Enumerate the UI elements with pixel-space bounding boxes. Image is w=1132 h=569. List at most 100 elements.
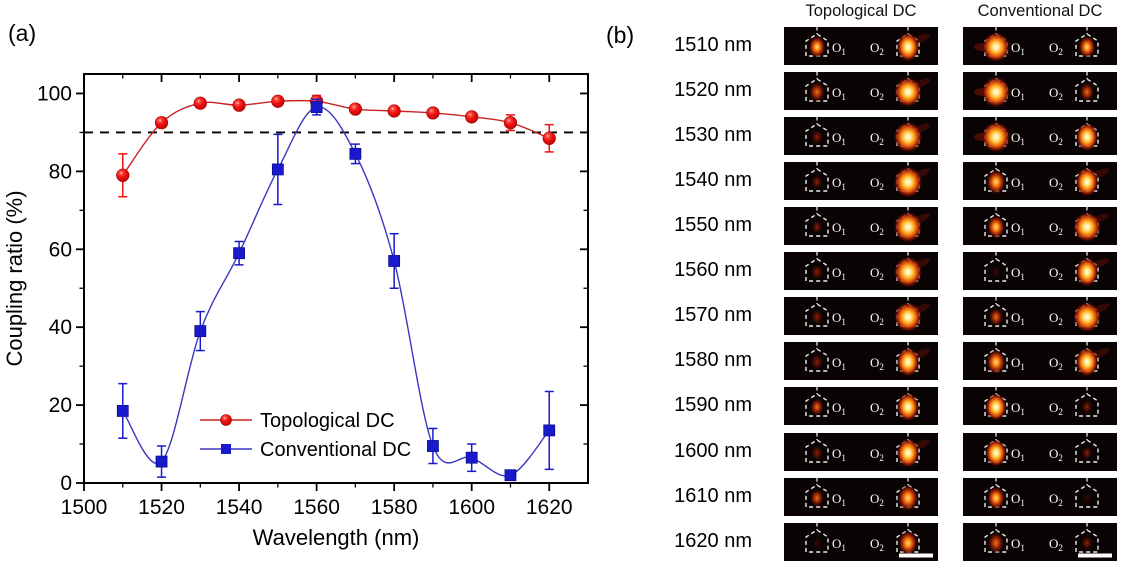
port-label-O1: O1: [1011, 355, 1025, 372]
image-background: [963, 477, 1117, 516]
port-label-O1: O1: [1011, 536, 1025, 553]
wavelength-label-1620nm: 1620 nm: [674, 529, 752, 552]
spot-conventional-1510nm-o2: [1078, 36, 1096, 58]
output-port-outline: [1075, 393, 1099, 418]
output-port-outline: [984, 528, 1008, 553]
port-label-O1: O1: [832, 536, 846, 553]
port-label-O2: O2: [1049, 400, 1063, 417]
spot-conventional-1610nm-o2: [1081, 490, 1093, 505]
data-point-topological-1600: [465, 110, 479, 124]
port-label-O2: O2: [870, 355, 884, 372]
column-header-conventional-dc: Conventional DC: [977, 2, 1103, 20]
port-label-O2: O2: [870, 130, 884, 147]
data-point-topological-1550: [271, 94, 285, 108]
port-label-O1: O1: [832, 265, 846, 282]
port-label-O1: O1: [832, 446, 846, 463]
legend: Topological DC Conventional DC: [200, 410, 411, 461]
spot-conventional-1590nm-o1: [985, 393, 1007, 422]
spot-topological-1570nm-o2: [894, 302, 922, 333]
nearfield-image-topological-1550nm: O1 O2: [784, 207, 938, 246]
plot-frame: [83, 73, 589, 484]
data-point-conventional-1520: [155, 455, 168, 468]
port-label-O2: O2: [1049, 536, 1063, 553]
data-point-conventional-1570: [349, 147, 362, 160]
data-point-topological-1510: [116, 168, 130, 182]
port-label-O1: O1: [832, 220, 846, 237]
port-label-O1: O1: [1011, 446, 1025, 463]
x-tick-1500: 1500: [61, 496, 108, 519]
nearfield-image-conventional-1510nm: O1 O2: [963, 27, 1117, 65]
port-label-O1: O1: [1011, 85, 1025, 102]
panel-a-label: (a): [8, 20, 37, 46]
port-label-O2: O2: [1049, 491, 1063, 508]
port-label-O1: O1: [832, 491, 846, 508]
spot-topological-1610nm-o2: [897, 484, 919, 511]
nearfield-image-conventional-1590nm: O1 O2: [963, 387, 1117, 426]
wavelength-label-1510nm: 1510 nm: [674, 34, 752, 56]
wavelength-label-1570nm: 1570 nm: [674, 304, 752, 327]
tick-labels: 1500 1520 1540 1560 1580 1600 1620 0 20 40 60 80 100: [37, 82, 573, 519]
spot-conventional-1540nm-o2: [1075, 167, 1099, 197]
data-point-conventional-1590: [427, 440, 439, 452]
output-port-outline: [1075, 528, 1099, 553]
y-tick-20: 20: [49, 394, 72, 417]
port-label-O2: O2: [1049, 310, 1063, 327]
error-bars-topological-dc: [118, 94, 554, 198]
spot-topological-1590nm-o1: [810, 398, 824, 417]
data-point-topological-1590: [426, 106, 440, 120]
port-label-O2: O2: [1049, 130, 1063, 147]
port-label-O1: O1: [832, 355, 846, 372]
spot-topological-1560nm-o1: [810, 264, 824, 281]
output-port-outline: [1075, 438, 1099, 463]
wavelength-label-1590nm: 1590 nm: [674, 394, 752, 417]
output-port-outline: [896, 528, 920, 553]
port-label-O1: O1: [1011, 265, 1025, 282]
port-label-O2: O2: [870, 446, 884, 463]
data-point-conventional-1580: [388, 255, 401, 267]
port-label-O1: O1: [832, 400, 846, 417]
port-label-O1: O1: [832, 40, 846, 57]
wavelength-label-1560nm: 1560 nm: [674, 259, 752, 282]
x-tick-1620: 1620: [526, 496, 573, 519]
port-label-O1: O1: [1011, 491, 1025, 508]
y-tick-40: 40: [49, 316, 72, 339]
port-label-O2: O2: [1049, 220, 1063, 237]
output-port-outline: [805, 528, 829, 553]
spot-conventional-1560nm-o2: [1075, 257, 1099, 287]
column-header-topological-dc: Topological DC: [805, 2, 917, 20]
data-point-conventional-1550: [271, 163, 284, 176]
spot-conventional-1600nm-o2: [1081, 445, 1093, 460]
y-tick-0: 0: [60, 472, 72, 495]
output-port-outline: [805, 168, 829, 192]
x-axis-title: Wavelength (nm): [253, 525, 420, 550]
data-point-topological-1570: [348, 102, 362, 116]
data-point-conventional-1620: [543, 424, 556, 437]
scale-bar: [899, 553, 933, 558]
spot-conventional-1620nm-o2: [1080, 534, 1094, 551]
spot-topological-1620nm-o2: [898, 530, 918, 556]
nearfield-image-topological-1580nm: O1 O2: [784, 342, 938, 381]
nearfield-image-topological-1610nm: O1 O2: [784, 477, 938, 516]
spot-conventional-1600nm-o1: [985, 438, 1007, 467]
output-port-outline: [984, 168, 1008, 192]
data-point-conventional-1530: [194, 325, 207, 337]
output-port-outline: [805, 213, 829, 237]
output-port-outline: [805, 348, 829, 373]
spot-conventional-1520nm-o2: [1079, 82, 1095, 102]
y-axis-title: Coupling ratio (%): [2, 190, 27, 366]
spot-topological-1620nm-o1: [811, 535, 823, 550]
output-port-outline: [984, 348, 1008, 373]
nearfield-image-conventional-1620nm: O1 O2: [963, 522, 1117, 561]
y-tick-100: 100: [37, 82, 72, 105]
legend-marker-conventional: [221, 444, 231, 454]
spot-conventional-1520nm-o1: [981, 76, 1011, 108]
spot-topological-1570nm-o1: [810, 309, 824, 326]
port-label-O1: O1: [1011, 220, 1025, 237]
spot-topological-1600nm-o2: [896, 437, 920, 468]
spot-topological-1600nm-o1: [810, 444, 824, 461]
output-port-outline: [805, 123, 829, 147]
spot-conventional-1570nm-o2: [1073, 302, 1101, 333]
spot-conventional-1530nm-o1: [981, 121, 1011, 153]
spot-topological-1580nm-o2: [896, 347, 920, 378]
port-label-O2: O2: [1049, 85, 1063, 102]
